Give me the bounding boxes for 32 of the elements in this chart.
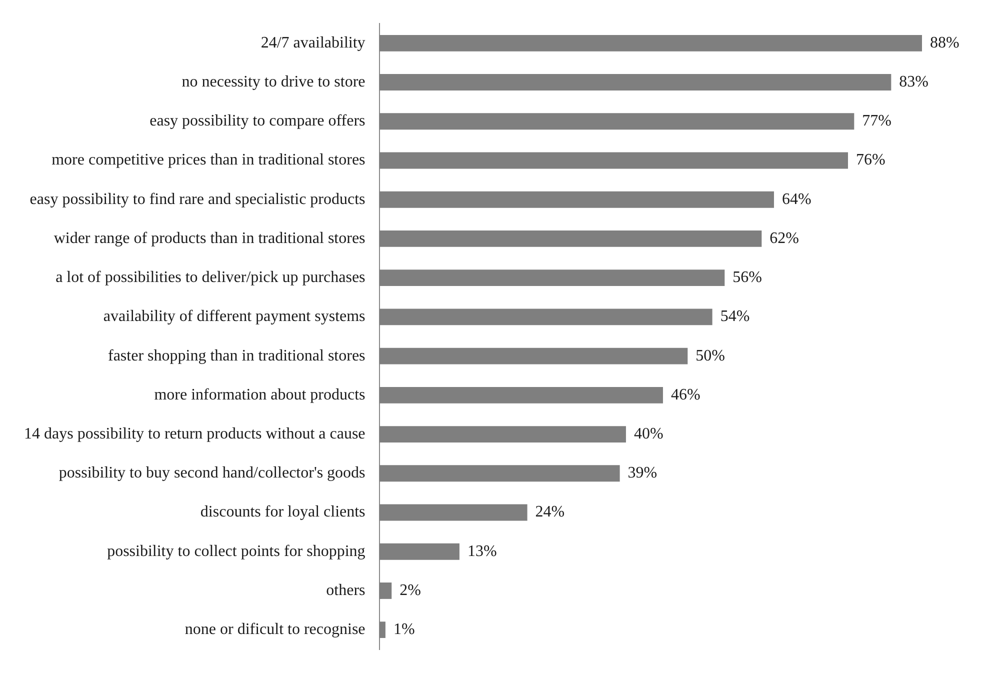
data-label: 76% <box>856 152 886 169</box>
data-label: 62% <box>770 230 799 247</box>
y-tick-label: 24/7 availability <box>260 34 366 52</box>
data-label: 46% <box>670 386 700 404</box>
data-label: 54% <box>720 308 750 326</box>
data-label: 77% <box>862 112 892 130</box>
y-tick-label: easy possibility to find rare and specialistic products <box>30 190 366 208</box>
data-label: 83% <box>899 73 928 90</box>
data-label: 64% <box>782 190 812 208</box>
data-label: 24% <box>535 504 565 521</box>
y-tick-label: none or dificult to recognise <box>184 621 366 638</box>
y-tick-label: faster shopping than in traditional stores <box>108 347 366 364</box>
y-tick-label: 14 days possibility to return products without a cause <box>24 425 366 442</box>
data-label: 39% <box>628 464 658 482</box>
y-tick-label: more competitive prices than in traditional stores <box>52 152 366 169</box>
data-label: 50% <box>696 347 725 364</box>
y-tick-label: no necessity to drive to store <box>182 73 366 90</box>
data-label: 1% <box>393 621 415 638</box>
y-tick-label: possibility to buy second hand/collector's goods <box>58 464 366 482</box>
y-tick-label: possibility to collect points for shopping <box>107 542 366 560</box>
data-label: 13% <box>467 542 497 560</box>
data-label: 40% <box>634 425 664 442</box>
y-tick-label: wider range of products than in traditional stores <box>54 230 366 247</box>
y-tick-label: availability of different payment systems <box>103 308 366 326</box>
data-label: 2% <box>400 582 421 599</box>
y-tick-label: easy possibility to compare offers <box>150 112 366 130</box>
y-tick-label: more information about products <box>154 386 366 404</box>
data-label: 88% <box>930 34 960 52</box>
y-tick-label: discounts for loyal clients <box>200 504 366 521</box>
data-label: 56% <box>732 269 762 286</box>
y-tick-label: others <box>326 582 366 599</box>
y-tick-label: a lot of possibilities to deliver/pick up purchases <box>56 269 366 286</box>
